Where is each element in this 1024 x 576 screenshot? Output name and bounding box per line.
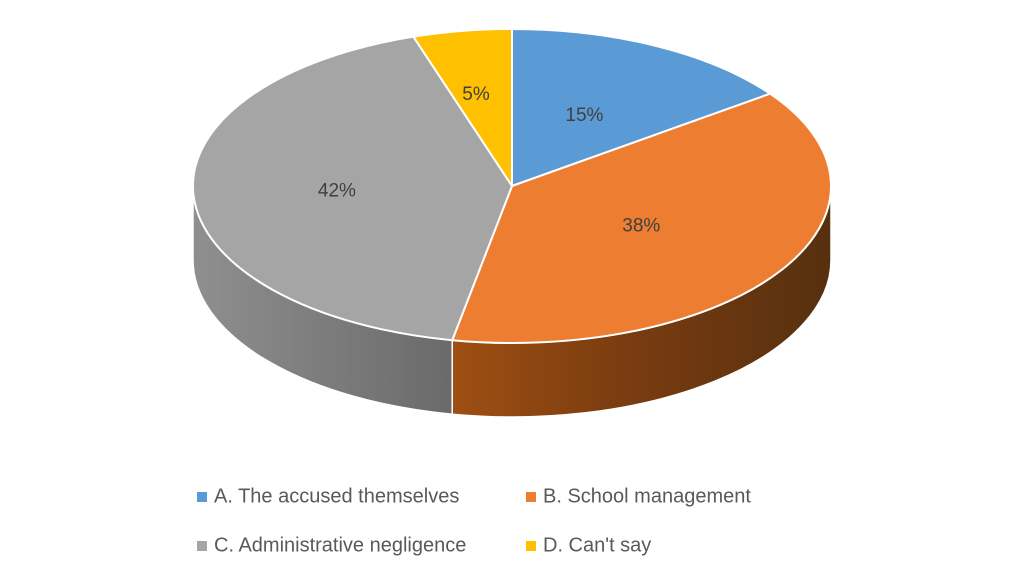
pie-slices: [191, 28, 832, 344]
legend-swatch-3: [526, 541, 536, 551]
pie-slice-0: [511, 28, 772, 187]
legend-label-1: B. School management: [543, 485, 751, 507]
pie-label-0: 15%: [565, 105, 603, 126]
legend-swatch-0: [197, 492, 207, 502]
legend-label-2: C. Administrative negligence: [214, 534, 466, 556]
pie-slice-3: [412, 28, 513, 187]
legend-item-1: B. School management: [526, 485, 751, 507]
legend-swatch-2: [197, 541, 207, 551]
legend-label-0: A. The accused themselves: [214, 485, 459, 507]
legend-item-0: A. The accused themselves: [197, 485, 459, 507]
chart-legend: A. The accused themselves B. School manag…: [197, 485, 751, 556]
pie-label-2: 42%: [318, 180, 356, 201]
pie-data-labels: 15% 38% 42% 5%: [318, 84, 661, 236]
pie-label-1: 38%: [622, 215, 660, 236]
pie-slice-2: [191, 35, 513, 342]
legend-swatch-1: [526, 492, 536, 502]
legend-item-3: D. Can't say: [526, 534, 651, 556]
pie-label-3: 5%: [462, 84, 490, 105]
legend-label-3: D. Can't say: [543, 534, 651, 556]
legend-item-2: C. Administrative negligence: [197, 534, 466, 556]
pie-slice-1: [451, 92, 832, 344]
